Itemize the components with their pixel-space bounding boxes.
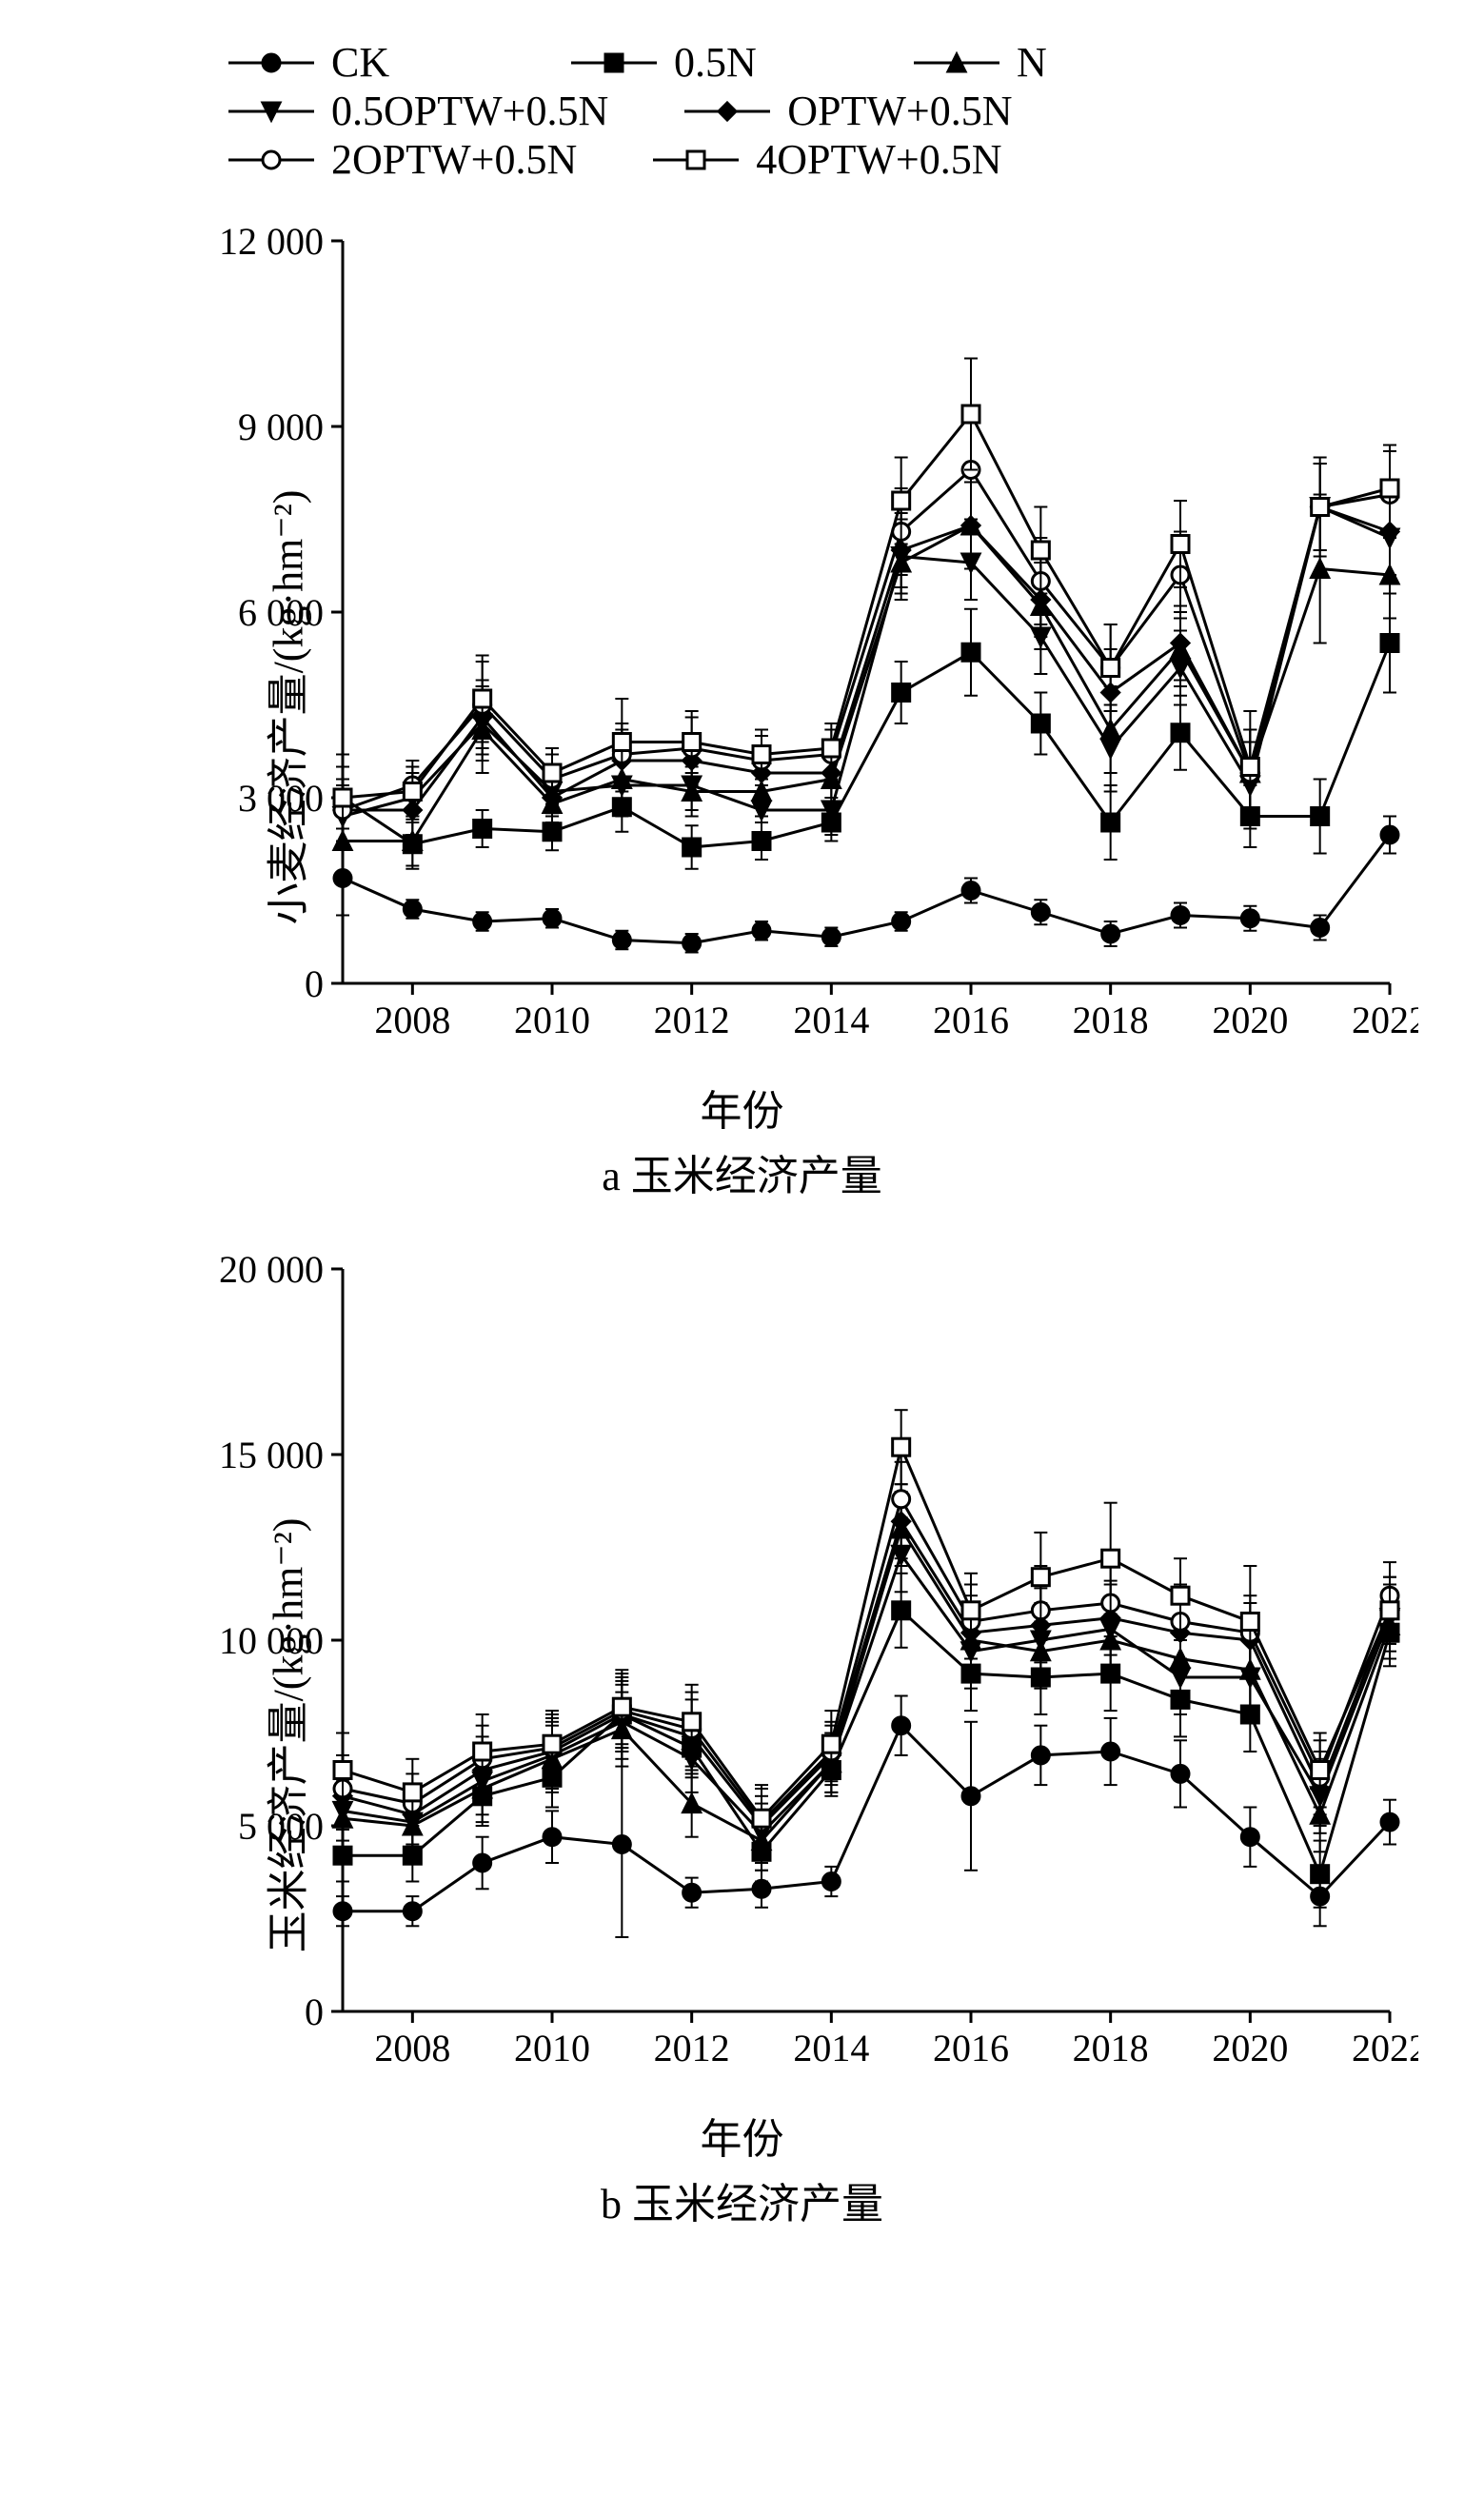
svg-text:2022: 2022	[1352, 999, 1418, 1041]
svg-text:2010: 2010	[514, 999, 590, 1041]
svg-text:2020: 2020	[1212, 2027, 1288, 2069]
legend: CK 0.5N N 0.5OPTW+0.5N OPTW+0.5N 2OPTW+0.5N 4O…	[228, 38, 1427, 184]
svg-text:2020: 2020	[1212, 999, 1288, 1041]
legend-label: 4OPTW+0.5N	[756, 135, 1001, 184]
panel-b-chart: 05 00010 00015 00020 0002008201020122014…	[200, 1240, 1418, 2097]
svg-text:2016: 2016	[933, 2027, 1009, 2069]
svg-text:2012: 2012	[654, 2027, 730, 2069]
svg-text:0: 0	[305, 1990, 324, 2033]
svg-text:2014: 2014	[793, 2027, 869, 2069]
svg-text:2016: 2016	[933, 999, 1009, 1041]
panel-a-caption: a 玉米经济产量	[57, 1141, 1427, 1202]
panel-b: 玉米经济产量/(kg·hm⁻²) 05 00010 00015 00020 00…	[57, 1240, 1427, 2230]
legend-label: CK	[331, 38, 389, 87]
legend-item: N	[914, 38, 1180, 87]
panel-b-ylabel: 玉米经济产量/(kg·hm⁻²)	[253, 1518, 314, 1953]
svg-text:2008: 2008	[374, 2027, 450, 2069]
svg-text:2018: 2018	[1073, 999, 1149, 1041]
svg-text:2008: 2008	[374, 999, 450, 1041]
svg-text:20 000: 20 000	[219, 1248, 324, 1291]
panel-a: 小麦经济产量/(kg·hm⁻²) 03 0006 0009 00012 0002…	[57, 212, 1427, 1202]
svg-text:2022: 2022	[1352, 2027, 1418, 2069]
legend-label: 2OPTW+0.5N	[331, 135, 577, 184]
panel-b-caption: b 玉米经济产量	[57, 2169, 1427, 2230]
legend-item: OPTW+0.5N	[684, 87, 1012, 135]
panel-a-xlabel: 年份	[57, 1077, 1427, 1138]
legend-item: CK	[228, 38, 495, 87]
svg-text:0: 0	[305, 962, 324, 1005]
svg-text:2010: 2010	[514, 2027, 590, 2069]
panel-a-ylabel: 小麦经济产量/(kg·hm⁻²)	[253, 490, 314, 925]
panel-b-xlabel: 年份	[57, 2105, 1427, 2166]
legend-label: 0.5N	[674, 38, 757, 87]
legend-item: 4OPTW+0.5N	[653, 135, 1001, 184]
svg-text:15 000: 15 000	[219, 1434, 324, 1476]
legend-item: 0.5N	[571, 38, 838, 87]
legend-item: 0.5OPTW+0.5N	[228, 87, 608, 135]
legend-label: OPTW+0.5N	[787, 87, 1012, 135]
svg-text:2018: 2018	[1073, 2027, 1149, 2069]
svg-text:9 000: 9 000	[238, 406, 324, 448]
svg-text:2012: 2012	[654, 999, 730, 1041]
panel-a-chart: 03 0006 0009 00012 000200820102012201420…	[200, 212, 1418, 1069]
svg-text:12 000: 12 000	[219, 220, 324, 263]
svg-text:2014: 2014	[793, 999, 869, 1041]
legend-label: N	[1017, 38, 1047, 87]
legend-item: 2OPTW+0.5N	[228, 135, 577, 184]
legend-label: 0.5OPTW+0.5N	[331, 87, 608, 135]
